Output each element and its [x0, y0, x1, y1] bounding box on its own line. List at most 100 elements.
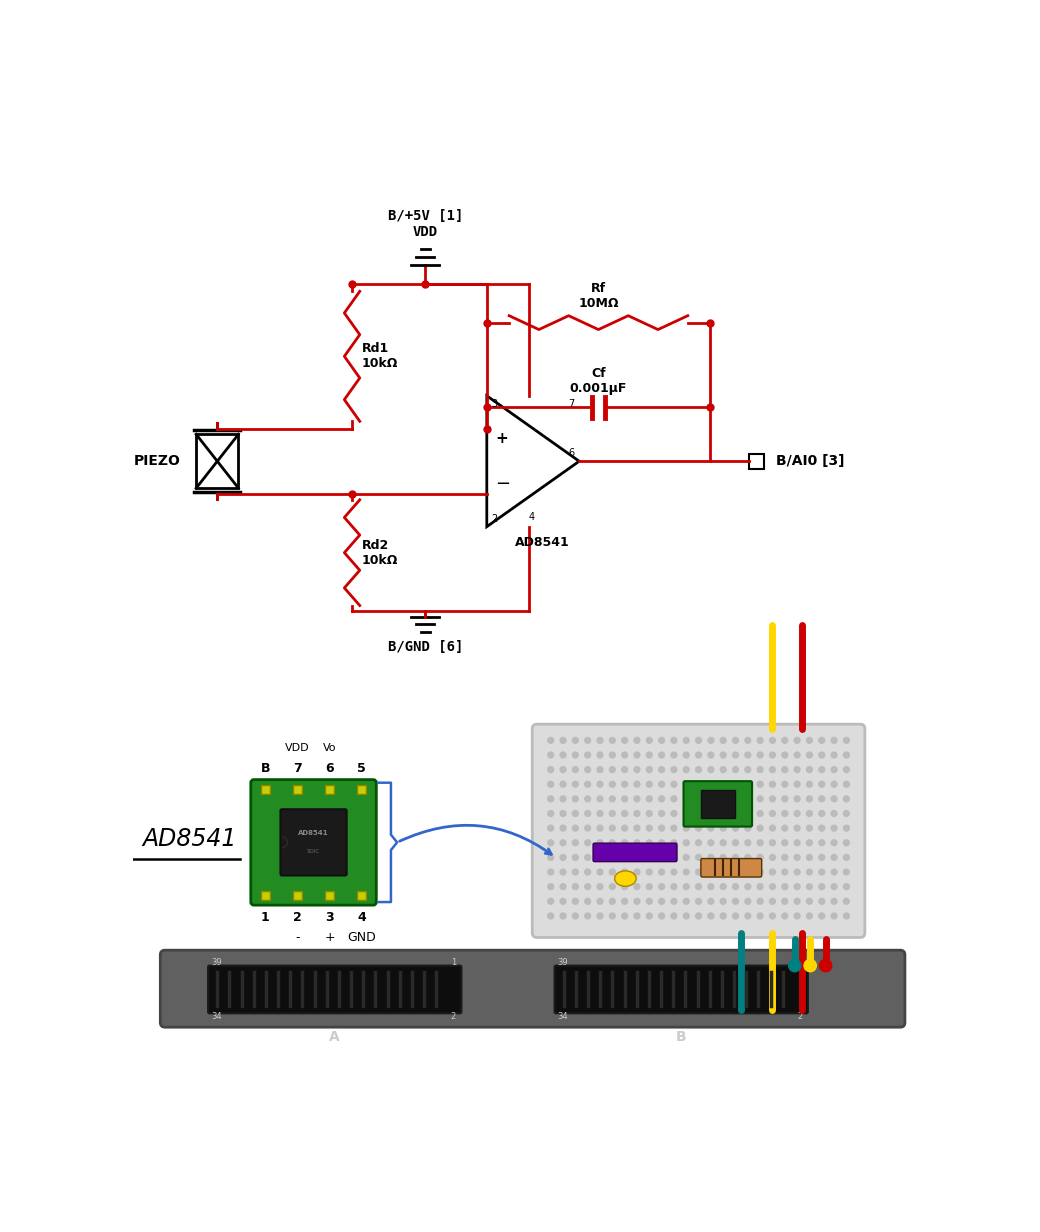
Circle shape [721, 811, 726, 817]
Circle shape [622, 811, 627, 817]
Circle shape [646, 898, 652, 904]
Circle shape [818, 869, 825, 875]
Circle shape [708, 898, 713, 904]
Circle shape [584, 811, 591, 817]
Circle shape [708, 840, 713, 845]
Circle shape [782, 738, 787, 743]
Circle shape [671, 898, 677, 904]
Circle shape [646, 766, 652, 772]
Circle shape [622, 781, 627, 787]
Circle shape [732, 869, 738, 875]
Text: 7: 7 [293, 763, 302, 775]
Circle shape [609, 883, 616, 890]
Text: SOIC: SOIC [307, 849, 320, 854]
Text: 1: 1 [798, 958, 803, 967]
Text: 2: 2 [492, 514, 498, 524]
Circle shape [609, 752, 616, 758]
Text: VDD: VDD [285, 743, 310, 754]
Circle shape [795, 855, 800, 860]
Circle shape [671, 825, 677, 832]
Circle shape [597, 738, 603, 743]
Circle shape [770, 883, 776, 890]
Circle shape [634, 840, 640, 845]
Circle shape [757, 811, 763, 817]
Text: Vo: Vo [322, 743, 336, 754]
Circle shape [696, 869, 701, 875]
Circle shape [782, 883, 787, 890]
Circle shape [795, 796, 800, 802]
Circle shape [745, 898, 751, 904]
Circle shape [597, 752, 603, 758]
Circle shape [732, 811, 738, 817]
Circle shape [721, 796, 726, 802]
Circle shape [572, 898, 578, 904]
Circle shape [818, 855, 825, 860]
Circle shape [843, 781, 850, 787]
Circle shape [757, 855, 763, 860]
Circle shape [818, 766, 825, 772]
Text: 2: 2 [450, 1011, 456, 1021]
Circle shape [646, 883, 652, 890]
Text: 6: 6 [326, 763, 334, 775]
Text: PIEZO: PIEZO [133, 455, 180, 468]
Circle shape [795, 766, 800, 772]
Circle shape [548, 781, 553, 787]
Circle shape [597, 781, 603, 787]
Circle shape [806, 825, 812, 832]
Circle shape [597, 825, 603, 832]
Circle shape [831, 883, 837, 890]
FancyBboxPatch shape [593, 843, 677, 861]
Circle shape [561, 811, 566, 817]
Text: A: A [330, 1030, 340, 1045]
Text: B: B [261, 763, 270, 775]
Circle shape [548, 796, 553, 802]
Circle shape [671, 913, 677, 919]
Circle shape [658, 913, 665, 919]
Circle shape [548, 869, 553, 875]
Text: 34: 34 [557, 1011, 568, 1021]
Bar [293, 891, 303, 899]
Circle shape [646, 738, 652, 743]
Circle shape [646, 840, 652, 845]
Text: AD8541: AD8541 [142, 827, 237, 850]
Circle shape [634, 913, 640, 919]
Circle shape [696, 855, 701, 860]
Circle shape [745, 883, 751, 890]
Circle shape [646, 869, 652, 875]
FancyBboxPatch shape [683, 781, 752, 827]
Circle shape [795, 825, 800, 832]
Circle shape [646, 825, 652, 832]
Circle shape [696, 738, 701, 743]
Circle shape [831, 913, 837, 919]
Circle shape [843, 796, 850, 802]
Circle shape [795, 869, 800, 875]
Circle shape [721, 898, 726, 904]
Circle shape [745, 869, 751, 875]
Circle shape [634, 752, 640, 758]
Circle shape [757, 796, 763, 802]
Circle shape [818, 840, 825, 845]
Circle shape [683, 898, 690, 904]
Circle shape [770, 898, 776, 904]
Circle shape [795, 898, 800, 904]
Circle shape [646, 855, 652, 860]
Circle shape [831, 825, 837, 832]
Circle shape [820, 960, 832, 972]
Bar [324, 785, 334, 795]
Circle shape [658, 781, 665, 787]
Circle shape [671, 869, 677, 875]
Circle shape [622, 913, 627, 919]
Circle shape [757, 913, 763, 919]
Circle shape [671, 855, 677, 860]
Circle shape [622, 766, 627, 772]
Circle shape [548, 811, 553, 817]
Circle shape [658, 766, 665, 772]
Circle shape [795, 738, 800, 743]
Circle shape [683, 825, 690, 832]
FancyBboxPatch shape [701, 859, 761, 877]
Bar [293, 785, 303, 795]
Circle shape [561, 869, 566, 875]
Circle shape [770, 840, 776, 845]
Circle shape [572, 855, 578, 860]
Circle shape [806, 811, 812, 817]
